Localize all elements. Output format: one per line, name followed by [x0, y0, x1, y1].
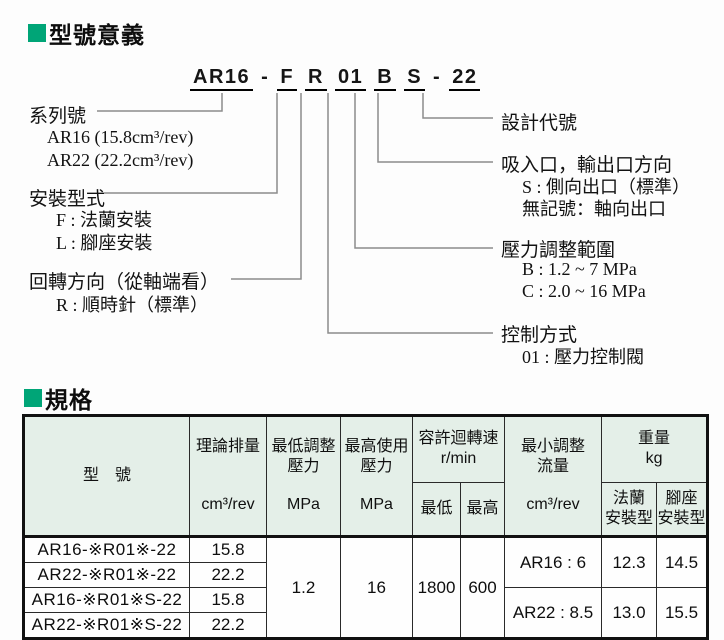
cell-displacement: 22.2	[189, 612, 267, 639]
table-row: AR22-※R01※-22 22.2	[23, 562, 708, 588]
col-header-weight-flange: 法蘭 安裝型	[601, 481, 658, 538]
pressure-range-label: 壓力調整範圍	[501, 240, 616, 261]
code-segment-rotation: R	[305, 66, 327, 91]
col-header-speed-max: 最高	[459, 481, 506, 538]
connector-lines	[97, 93, 493, 334]
mounting-item-f: F : 法蘭安裝	[56, 210, 153, 230]
code-dash: -	[261, 66, 270, 88]
pressure-item-c: C : 2.0 ~ 16 MPa	[522, 281, 646, 301]
cell-max-use-pressure: 16	[340, 536, 413, 639]
code-segment-design: 22	[449, 66, 481, 91]
cell-model: AR16-※R01※-22	[23, 536, 190, 563]
code-segment-port: S	[404, 66, 426, 91]
cell-displacement: 22.2	[189, 562, 267, 588]
cell-min-adj-pressure: 1.2	[266, 536, 341, 639]
green-square-icon	[28, 24, 46, 42]
code-dash: -	[433, 66, 442, 88]
pressure-item-b: B : 1.2 ~ 7 MPa	[522, 259, 637, 279]
green-square-icon	[24, 389, 42, 407]
rotation-item-r: R : 順時針（標準）	[56, 295, 209, 315]
series-item-ar22: AR22 (22.2cm³/rev)	[47, 150, 194, 170]
table-row: AR16-※R01※-22 15.8 1.2 16 1800 600 AR16 …	[23, 536, 709, 639]
cell-displacement: 15.8	[189, 536, 267, 563]
cell-weight-flange-bottom: 13.0	[601, 587, 658, 639]
code-segment-control: 01	[334, 66, 367, 91]
col-header-weight-foot: 腳座 安裝型	[656, 481, 709, 538]
cell-speed-max: 600	[459, 536, 506, 639]
code-segment-series: AR16	[190, 66, 254, 91]
cell-weight-flange-top: 12.3	[601, 536, 658, 588]
port-item-s: S : 側向出口（標準）	[522, 177, 691, 197]
port-item-none: 無記號：軸向出口	[522, 199, 666, 219]
cell-model: AR22-※R01※-22	[23, 562, 190, 588]
design-code-label: 設計代號	[501, 113, 578, 134]
series-label: 系列號	[29, 106, 87, 127]
model-code: AR16 - F R 01 B S - 22	[190, 66, 481, 91]
spec-title: 規格	[24, 381, 93, 415]
cell-flow-ar22: AR22 : 8.5	[504, 587, 603, 639]
col-header-speed-min: 最低	[412, 481, 461, 538]
spec-table: 型 號 理論排量 cm³/rev 最低調整 壓力 MPa	[22, 414, 710, 640]
table-row: AR22-※R01※S-22 22.2	[23, 612, 708, 639]
series-item-ar16: AR16 (15.8cm³/rev)	[47, 127, 194, 147]
cell-weight-foot-top: 14.5	[656, 536, 709, 588]
control-label: 控制方式	[501, 325, 578, 346]
col-header-min-adj-pressure: 最低調整 壓力 MPa	[266, 415, 341, 537]
model-meaning-title: 型號意義	[28, 16, 145, 50]
cell-speed-min: 1800	[412, 536, 461, 639]
mounting-item-l: L : 腳座安裝	[56, 233, 153, 253]
spec-table-wrapper: 型 號 理論排量 cm³/rev 最低調整 壓力 MPa	[22, 414, 710, 640]
control-item-01: 01 : 壓力控制閥	[522, 347, 645, 367]
col-header-speed-group: 容許迴轉速 r/min	[411, 415, 506, 483]
port-label: 吸入口，輸出口方向	[501, 155, 673, 176]
spec-title-text: 規格	[45, 387, 93, 413]
col-header-max-use-pressure: 最高使用 壓力 MPa	[340, 415, 413, 537]
cell-flow-ar16: AR16 : 6	[504, 536, 603, 588]
cell-model: AR16-※R01※S-22	[23, 587, 190, 613]
model-meaning-title-text: 型號意義	[49, 22, 145, 48]
cell-displacement: 15.8	[189, 587, 267, 613]
rotation-label: 回轉方向（從軸端看）	[29, 272, 220, 293]
col-header-weight-group: 重量 kg	[601, 415, 709, 483]
cell-weight-foot-bottom: 15.5	[656, 587, 709, 639]
col-header-model: 型 號	[23, 415, 190, 537]
cell-model: AR22-※R01※S-22	[23, 612, 190, 639]
code-segment-mounting: F	[277, 66, 298, 91]
col-header-displacement: 理論排量 cm³/rev	[189, 415, 267, 537]
mounting-label: 安裝型式	[29, 189, 106, 210]
code-segment-pressure: B	[374, 66, 397, 91]
col-header-min-adj-flow: 最小調整 流量 cm³/rev	[504, 415, 603, 537]
